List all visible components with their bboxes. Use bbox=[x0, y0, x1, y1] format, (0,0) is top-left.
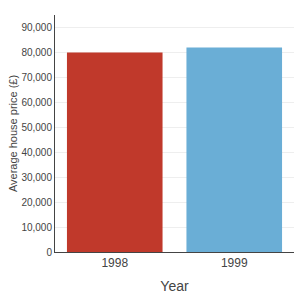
svg-text:30,000: 30,000 bbox=[21, 172, 52, 183]
svg-text:40,000: 40,000 bbox=[21, 147, 52, 158]
svg-text:Average house price (£): Average house price (£) bbox=[7, 75, 19, 192]
svg-text:20,000: 20,000 bbox=[21, 197, 52, 208]
svg-text:0: 0 bbox=[46, 247, 52, 258]
svg-text:1998: 1998 bbox=[101, 256, 128, 270]
svg-text:1999: 1999 bbox=[221, 256, 248, 270]
svg-text:50,000: 50,000 bbox=[21, 122, 52, 133]
svg-text:60,000: 60,000 bbox=[21, 97, 52, 108]
svg-text:10,000: 10,000 bbox=[21, 222, 52, 233]
svg-text:70,000: 70,000 bbox=[21, 72, 52, 83]
svg-text:80,000: 80,000 bbox=[21, 47, 52, 58]
svg-text:90,000: 90,000 bbox=[21, 22, 52, 33]
svg-text:Year: Year bbox=[160, 278, 189, 294]
